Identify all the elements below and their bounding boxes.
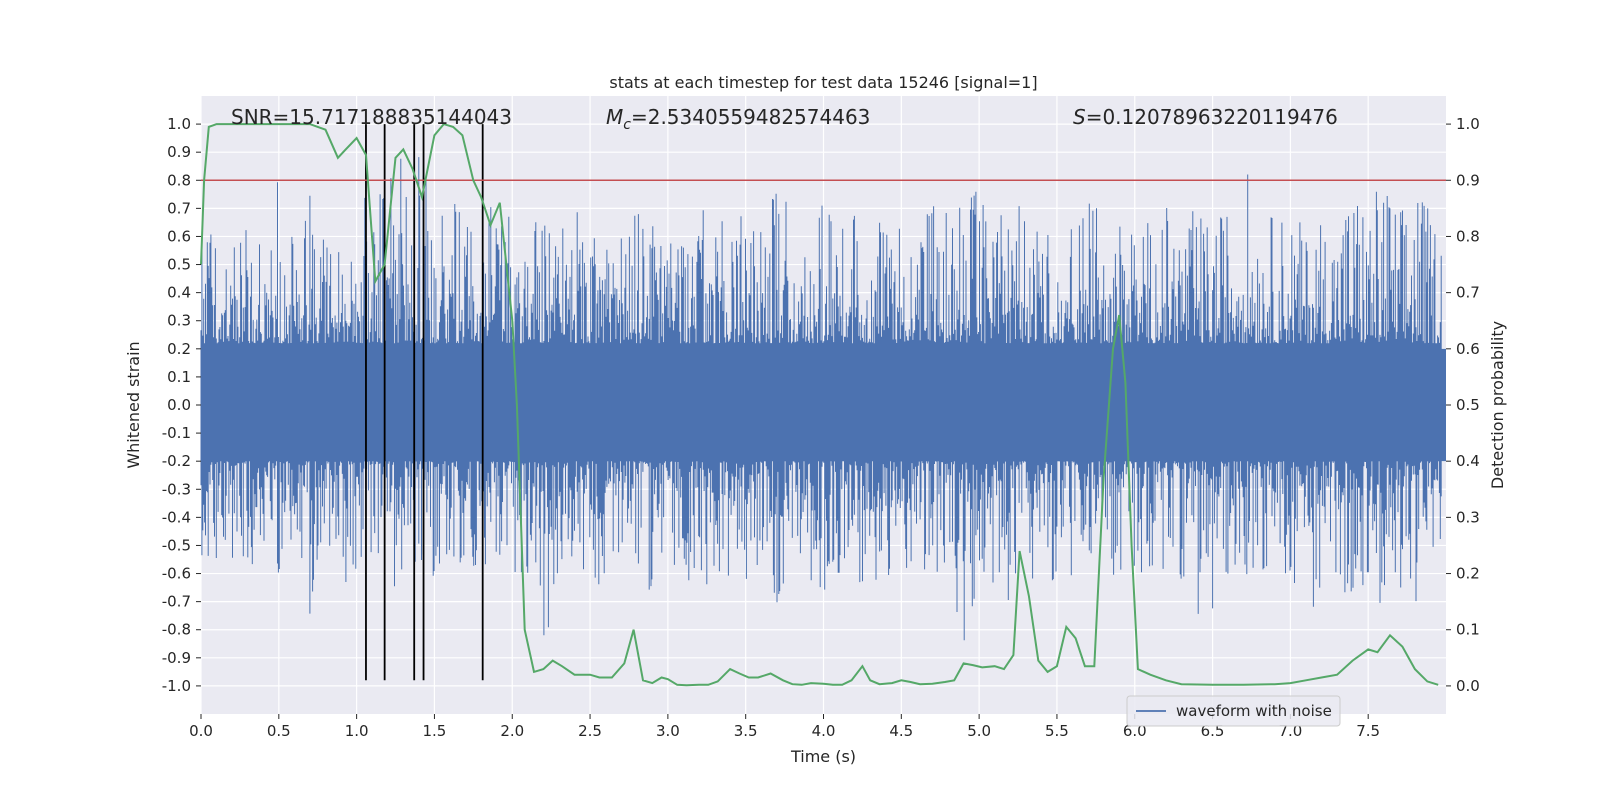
- chart-title: stats at each timestep for test data 152…: [609, 73, 1037, 92]
- y-tick-label: 0.0: [167, 396, 191, 414]
- x-tick-label: 4.0: [812, 722, 836, 740]
- y-tick-label: 0.7: [167, 199, 191, 217]
- y-tick-label: 0.6: [167, 227, 191, 245]
- x-tick-label: 5.5: [1045, 722, 1069, 740]
- chirp-mass-annotation: Mc=2.5340559482574463: [606, 105, 870, 133]
- x-tick-label: 0.0: [189, 722, 213, 740]
- s-symbol: S: [1073, 105, 1086, 129]
- x-tick-label: 3.0: [656, 722, 680, 740]
- y-tick-label: 0.3: [167, 312, 191, 330]
- s-annotation: S=0.12078963220119476: [1073, 105, 1338, 129]
- detection-probability-line: [200, 122, 1439, 687]
- x-tick-label: 1.5: [423, 722, 447, 740]
- y-tick-label: 0.9: [167, 143, 191, 161]
- y2-tick-label: 0.5: [1456, 396, 1480, 414]
- detection-probability-series: [200, 122, 1439, 687]
- y-tick-label: -0.9: [162, 649, 191, 667]
- x-tick-label: 2.5: [578, 722, 602, 740]
- legend-entry: waveform with noise: [1176, 702, 1332, 720]
- y2-tick-label: 0.3: [1456, 508, 1480, 526]
- y-tick-label: 0.1: [167, 368, 191, 386]
- y2-axis-ticks: 1.0 0.9 0.8 0.7 0.6 0.5 0.4 0.3 0.2 0.1 0.0: [1446, 115, 1480, 695]
- x-tick-label: 5.0: [967, 722, 991, 740]
- chirp-mass-value: =2.5340559482574463: [631, 105, 870, 129]
- y-axis-ticks: 1.0 0.9 0.8 0.7 0.6 0.5 0.4 0.3 0.2 0.1 0.0 -0.1 -0.…: [162, 115, 201, 695]
- y2-tick-label: 0.7: [1456, 284, 1480, 302]
- y-tick-label: -0.7: [162, 593, 191, 611]
- waveform-spikes: [200, 157, 1442, 641]
- waveform-series: [200, 157, 1446, 641]
- x-axis-label: Time (s): [790, 747, 856, 766]
- y-tick-label: -0.2: [162, 452, 191, 470]
- snr-annotation: SNR=15.717188835144043: [231, 105, 512, 129]
- legend: waveform with noise: [1126, 695, 1341, 727]
- y-tick-label: -0.1: [162, 424, 191, 442]
- chirp-mass-symbol: M: [606, 105, 623, 129]
- y2-tick-label: 0.0: [1456, 677, 1480, 695]
- y2-tick-label: 0.2: [1456, 565, 1480, 583]
- y2-tick-label: 0.9: [1456, 171, 1480, 189]
- s-value: =0.12078963220119476: [1086, 105, 1338, 129]
- y2-tick-label: 0.4: [1456, 452, 1480, 470]
- y2-tick-label: 0.6: [1456, 340, 1480, 358]
- y-tick-label: -0.4: [162, 508, 191, 526]
- y-tick-label: 1.0: [167, 115, 191, 133]
- x-tick-label: 0.5: [267, 722, 291, 740]
- x-tick-label: 7.5: [1356, 722, 1380, 740]
- y-axis-label: Whitened strain: [124, 341, 143, 468]
- y-tick-label: -0.6: [162, 565, 191, 583]
- y-tick-label: 0.5: [167, 256, 191, 274]
- y-tick-label: 0.2: [167, 340, 191, 358]
- x-tick-label: 1.0: [345, 722, 369, 740]
- y2-tick-label: 0.1: [1456, 621, 1480, 639]
- y-tick-label: -0.3: [162, 480, 191, 498]
- x-tick-label: 2.0: [500, 722, 524, 740]
- y2-axis-label: Detection probability: [1488, 321, 1507, 489]
- y-tick-label: 0.4: [167, 284, 191, 302]
- y-tick-label: -1.0: [162, 677, 191, 695]
- y-tick-label: -0.5: [162, 536, 191, 554]
- y-tick-label: 0.8: [167, 171, 191, 189]
- y-tick-label: -0.8: [162, 621, 191, 639]
- y2-tick-label: 1.0: [1456, 115, 1480, 133]
- x-tick-label: 3.5: [734, 722, 758, 740]
- x-tick-label: 4.5: [889, 722, 913, 740]
- legend-box: [1126, 695, 1341, 727]
- chirp-mass-subscript: c: [623, 117, 631, 133]
- y2-tick-label: 0.8: [1456, 227, 1480, 245]
- marker-lines: [365, 124, 484, 681]
